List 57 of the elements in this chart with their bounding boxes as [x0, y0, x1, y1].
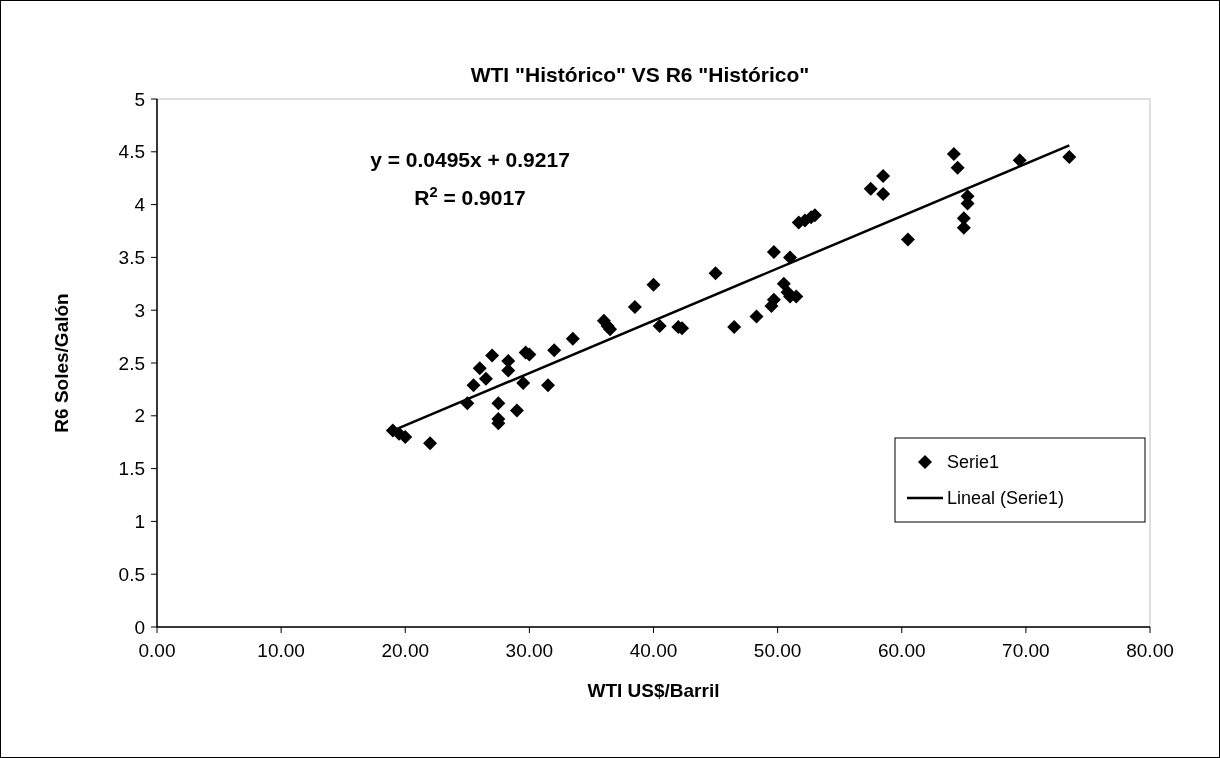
point: [472, 361, 487, 376]
point: [646, 277, 661, 292]
x-tick-label: 20.00: [381, 640, 430, 661]
y-tick-label: 3: [134, 299, 145, 321]
point: [946, 146, 961, 161]
x-tick-label: 10.00: [257, 640, 305, 661]
point: [766, 245, 781, 260]
point: [708, 266, 723, 281]
point: [876, 187, 891, 202]
x-tick-label: 60.00: [877, 640, 926, 661]
legend-label: Lineal (Serie1): [947, 488, 1065, 509]
point: [783, 250, 798, 265]
point: [466, 378, 481, 393]
x-axis-title: WTI US$/Barril: [587, 680, 720, 701]
y-tick-label: 5: [134, 88, 145, 110]
y-tick-label: 2.5: [118, 352, 145, 374]
point: [766, 292, 781, 307]
y-tick-label: 2: [134, 405, 145, 427]
point: [565, 331, 580, 346]
point: [652, 319, 667, 334]
y-tick-label: 1: [134, 511, 145, 533]
x-tick-label: 50.00: [753, 640, 802, 661]
chart-title: WTI "Histórico" VS R6 "Histórico": [470, 63, 810, 86]
point: [501, 353, 516, 368]
y-tick-label: 0: [134, 616, 145, 638]
point: [423, 436, 438, 451]
point: [727, 320, 742, 335]
y-tick-label: 0.5: [118, 563, 145, 585]
y-tick-label: 4.5: [118, 141, 145, 163]
y-tick-label: 4: [134, 194, 146, 216]
x-tick-label: 40.00: [629, 640, 678, 661]
point: [900, 232, 915, 247]
annotation: R$^{2}$ = 0.9017: [414, 184, 526, 209]
x-tick-label: 0.00: [138, 640, 176, 661]
point: [398, 429, 413, 444]
point: [863, 181, 878, 196]
legend-label: Serie1: [947, 452, 1000, 473]
x-tick-label: 80.00: [1126, 640, 1174, 661]
point: [1062, 150, 1077, 165]
point: [516, 376, 531, 391]
point: [1012, 153, 1027, 168]
point: [876, 169, 891, 184]
point: [491, 396, 506, 411]
point: [749, 309, 764, 324]
point: [627, 300, 642, 315]
point: [509, 403, 524, 418]
y-tick-label: 1.5: [118, 458, 145, 480]
point: [547, 343, 562, 358]
point: [950, 160, 965, 175]
y-tick-label: 3.5: [118, 247, 145, 269]
point: [485, 348, 500, 363]
point: [540, 378, 555, 393]
x-tick-label: 70.00: [1002, 640, 1050, 661]
point: [478, 371, 493, 386]
x-tick-label: 30.00: [505, 640, 554, 661]
y-axis-title: R6 Soles/Galón: [51, 293, 72, 433]
annotation: y = 0.0495x + 0.9217: [370, 148, 570, 171]
